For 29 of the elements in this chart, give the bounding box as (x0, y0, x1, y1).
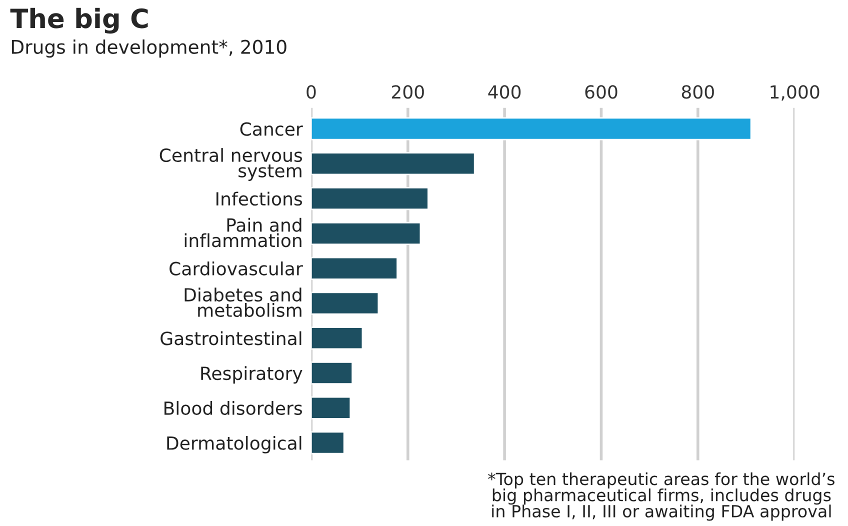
y-tick-label: Infections (216, 192, 302, 206)
bar (311, 117, 752, 140)
x-tick-label: 600 (585, 85, 618, 99)
x-tick-label: 1,000 (770, 85, 820, 101)
bar (311, 396, 352, 420)
bar (311, 152, 476, 176)
text: The big C (10, 8, 148, 34)
bar (311, 362, 353, 385)
bar (311, 187, 429, 210)
y-tick-label: Respiratory (201, 366, 302, 384)
x-tick-label: 800 (682, 85, 714, 99)
bar (311, 222, 422, 245)
x-tick-label: 400 (488, 85, 521, 99)
y-tick-label: Cancer (240, 122, 303, 136)
bar (311, 292, 380, 315)
text: *Top ten therapeutic areas for the world’s big pharmaceutical firms, includes drugs in Phase I, II, III or awaiting FDA approval (488, 472, 834, 521)
bar (311, 326, 364, 350)
y-tick-label: Cardiovascular (170, 261, 303, 276)
text: Drugs in development*, 2010 (12, 39, 286, 58)
y-tick-label: Dermatological (167, 436, 302, 454)
y-tick-label: Blood disorders (164, 401, 302, 416)
y-tick-label: Gastrointestinal (160, 331, 302, 346)
bar (311, 256, 398, 280)
x-tick-label: 0 (306, 85, 316, 99)
y-tick-label: Diabetes and metabolism (184, 288, 302, 318)
x-tick-label: 200 (392, 85, 424, 99)
bar (311, 431, 345, 454)
y-tick-label: Central nervous system (160, 148, 302, 181)
y-tick-label: Pain and inflammation (184, 218, 302, 248)
